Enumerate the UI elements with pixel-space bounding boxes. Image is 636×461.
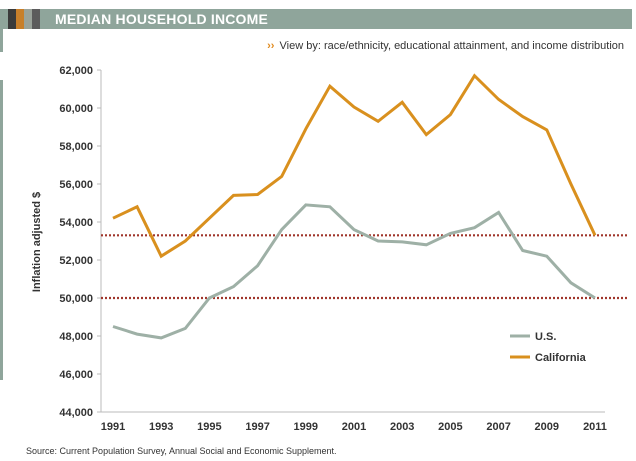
source-note: Source: Current Population Survey, Annua… [26,446,337,456]
chevron-right-icon: ›› [267,40,275,52]
swatch-2 [16,9,24,29]
y-tick-label: 46,000 [59,369,93,381]
y-tick-label: 58,000 [59,141,93,153]
header-bar [0,9,632,29]
series-line-u-s [112,203,596,340]
series-line-california [112,73,597,259]
y-tick-label: 60,000 [59,103,93,115]
y-tick-label: 48,000 [59,331,93,343]
x-tick-label: 2007 [486,421,510,433]
y-tick-label: 44,000 [59,407,93,419]
view-by-separator-1: , [387,40,391,52]
header-swatches [8,9,40,29]
x-tick-label: 1999 [294,421,318,433]
x-tick-label: 2009 [535,421,559,433]
view-by-bar: ›› View by: race/ethnicity, educational … [267,40,624,52]
frame-border-main [0,80,3,380]
chart-legend: U.S. California [510,331,587,364]
y-tick-label: 50,000 [59,293,93,305]
swatch-1 [8,9,16,29]
x-tick-label: 1991 [101,421,125,433]
legend-label: U.S. [535,331,556,343]
y-tick-label: 54,000 [59,217,93,229]
view-by-education-link[interactable]: educational attainment [394,40,505,52]
x-tick-label: 2001 [342,421,366,433]
x-tick-label: 1997 [245,421,269,433]
series-lines [112,73,597,340]
frame-border-top [0,29,3,52]
line-chart: 44,000 46,000 48,000 50,000 52,000 54,000 56,0… [31,65,628,433]
x-tick-label: 1995 [197,421,221,433]
source-label: Source: [26,446,58,456]
x-tick-label: 2003 [390,421,414,433]
y-tick-label: 52,000 [59,255,93,267]
x-tick-label: 2005 [438,421,462,433]
y-tick-label: 56,000 [59,179,93,191]
source-text: Current Population Survey, Annual Social… [59,446,337,456]
view-by-income-link[interactable]: income distribution [532,40,624,52]
x-tick-label: 2011 [583,421,607,433]
swatch-4 [32,9,40,29]
swatch-3 [24,9,32,29]
legend-label: California [535,352,587,364]
view-by-race-link[interactable]: race/ethnicity [323,40,388,52]
view-by-separator-2: , and [504,40,530,52]
x-tick-label: 1993 [149,421,173,433]
y-tick-label: 62,000 [59,65,93,77]
chart-axes [97,69,605,413]
view-by-label: View by: [279,40,321,52]
y-axis-label: Inflation adjusted $ [31,192,43,292]
page-title: MEDIAN HOUSEHOLD INCOME [55,11,269,27]
tick-labels: 44,000 46,000 48,000 50,000 52,000 54,000 56,0… [59,65,607,433]
